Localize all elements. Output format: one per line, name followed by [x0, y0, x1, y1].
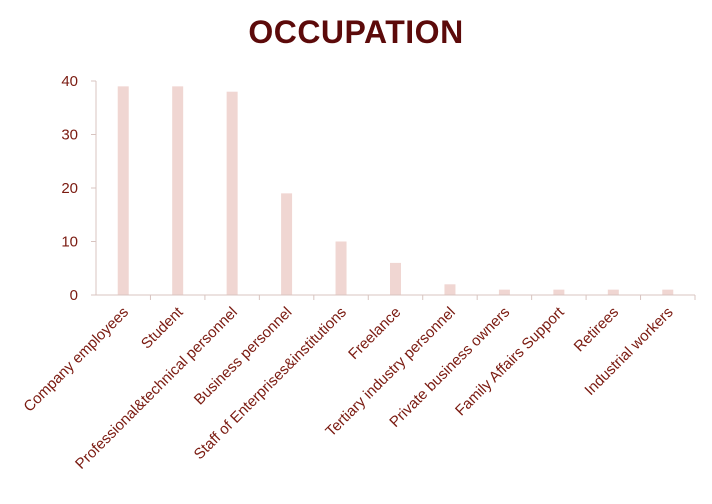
bar-private-business-owners	[498, 289, 510, 295]
y-tick-label: 10	[61, 234, 78, 251]
bar-industrial-workers	[662, 289, 674, 295]
bar-student	[172, 86, 184, 295]
y-tick-label: 0	[70, 287, 78, 304]
chart-title: OCCUPATION	[248, 14, 464, 50]
bar-freelance	[390, 262, 401, 295]
bar-business-personnel	[281, 193, 293, 295]
x-axis: Company employees StudentProfessional&tec…	[20, 294, 696, 473]
bar-family-affairs-support	[553, 289, 565, 295]
bar-professional-technical-personnel	[226, 91, 238, 295]
bar-retirees	[607, 289, 619, 295]
bar-tertiary-industry-personnel	[444, 284, 456, 295]
y-tick-label: 30	[61, 127, 78, 144]
bars	[117, 86, 674, 295]
y-tick-label: 20	[61, 180, 78, 197]
bar-staff-of-enterprises-institutions	[335, 241, 347, 295]
x-tick-label: Business personnel	[191, 304, 296, 409]
x-tick-label: Company employees	[20, 304, 132, 416]
x-tick-label: Student	[138, 303, 187, 352]
bar-company-employees	[117, 86, 129, 295]
x-tick-label: Family Affairs Support	[452, 303, 568, 419]
y-axis: 0 10 20 30 40	[61, 73, 97, 304]
x-tick-label: Retirees	[571, 304, 623, 356]
y-tick-label: 40	[61, 73, 78, 90]
